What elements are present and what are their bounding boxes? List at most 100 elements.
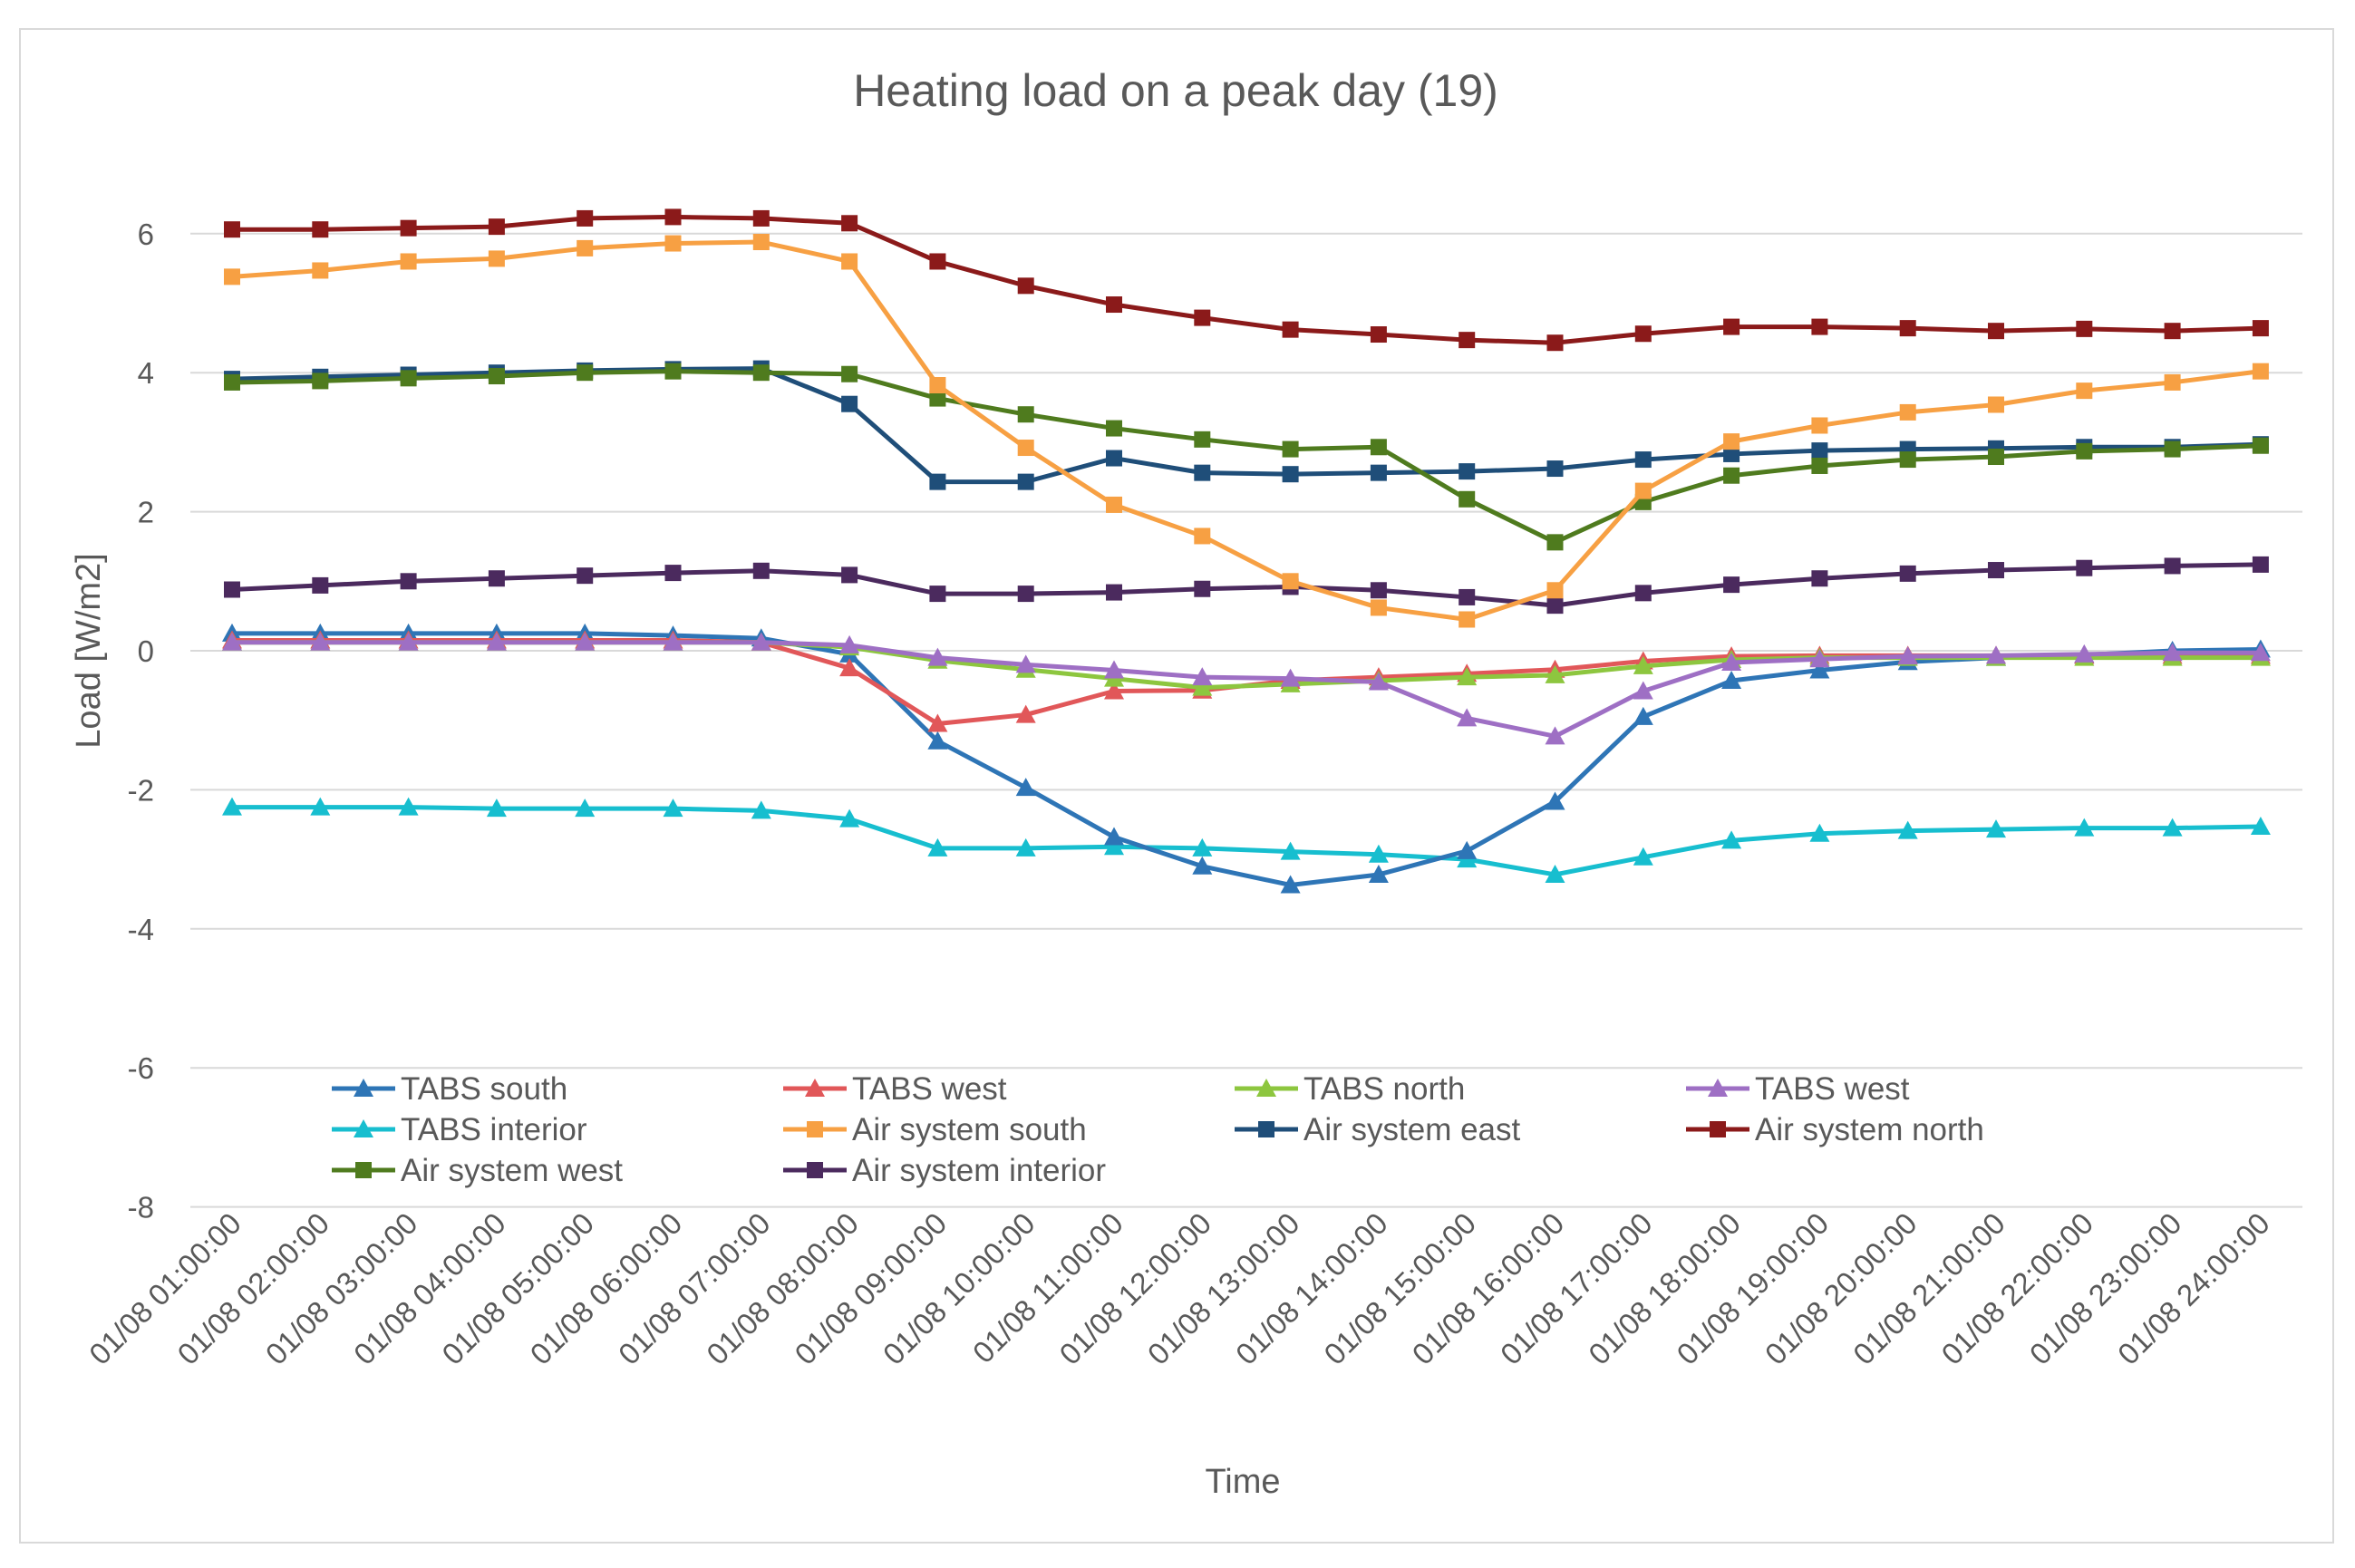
data-point [1370,326,1387,344]
data-point [577,209,594,227]
data-point [1459,490,1476,508]
data-point [1988,562,2004,579]
data-point [664,235,682,252]
data-point [1457,840,1478,859]
data-point [1546,534,1564,551]
data-point [663,799,683,818]
data-point [1370,439,1387,456]
data-point [1809,649,1830,668]
data-point [398,632,419,651]
data-point [1899,320,1916,337]
legend-label: TABS west [852,1071,1007,1107]
series-tabs-interior [222,797,2271,883]
x-tick-label: 01/08 13:00:00 [1141,1206,1306,1371]
data-point [1723,576,1740,594]
x-tick-label: 01/08 15:00:00 [1317,1206,1482,1371]
data-point [1545,791,1565,810]
x-tick-label: 01/08 05:00:00 [435,1206,600,1371]
data-point [1811,442,1828,460]
data-point [1017,586,1034,603]
series-line [231,239,2262,622]
legend-swatch-marker [354,1079,373,1097]
x-tick-label: 01/08 19:00:00 [1670,1206,1835,1371]
data-point [577,239,594,256]
data-point [2164,440,2181,458]
data-point [1546,460,1564,478]
legend-label: Air system north [1755,1112,1984,1147]
data-point [310,632,331,651]
x-tick-label: 01/08 20:00:00 [1759,1206,1924,1371]
data-point [1017,440,1034,457]
legend-label: TABS south [401,1071,567,1107]
data-point [1194,580,1211,597]
data-point [1545,864,1565,883]
series-line [232,214,2261,345]
data-point [2252,556,2269,573]
data-point [488,368,505,385]
series-air-system-east [224,360,2269,490]
data-point [2076,442,2093,460]
data-point [1194,528,1211,545]
legend-entry: Air system west [332,1153,623,1188]
data-point [1192,856,1213,875]
data-point [1370,582,1387,599]
data-point [839,658,860,677]
data-point [1811,457,1828,474]
x-tick-label: 01/08 14:00:00 [1229,1206,1394,1371]
series-line [231,562,2261,608]
data-point [312,373,329,390]
data-point [1723,433,1740,450]
series-line [231,369,2261,545]
series-line [231,366,2261,485]
data-point [1017,406,1034,423]
data-point [1899,451,1916,469]
series-line [232,631,2261,887]
series-tabs-west [222,632,2271,745]
data-point [1988,396,2004,413]
x-tick-label: 01/08 24:00:00 [2111,1206,2276,1371]
legend: TABS south TABS west TABS north TABS west TA… [332,1071,1984,1188]
y-tick-label: 0 [138,634,154,668]
data-point [2074,818,2095,837]
data-point [1723,467,1740,484]
data-point [929,390,946,407]
legend-swatch-marker [807,1162,823,1178]
data-point [398,797,419,816]
data-point [1633,681,1653,700]
x-tick-label: 01/08 16:00:00 [1406,1206,1571,1371]
data-point [1633,706,1653,725]
series-air-system-interior [224,556,2269,615]
y-axis-label: Load [W/m2] [70,553,108,748]
data-point [841,395,858,412]
data-point [310,797,331,816]
data-point [1192,667,1213,686]
x-tick-label: 01/08 18:00:00 [1582,1206,1747,1371]
data-point [1633,655,1653,674]
data-point [1721,653,1742,672]
data-point [1546,582,1564,599]
data-point [1194,431,1211,448]
data-point [2250,817,2271,836]
data-point [1459,611,1476,628]
data-point [1192,677,1213,696]
data-point [841,215,858,232]
data-point [1282,440,1299,458]
data-point [927,837,948,857]
data-point [488,570,505,587]
data-point [1104,837,1124,856]
data-point [1986,819,2006,838]
data-point [1811,318,1828,335]
data-point [927,713,948,732]
data-point [1282,466,1299,483]
data-point [1723,445,1740,462]
data-point [929,586,946,603]
data-point [2164,373,2181,391]
data-point [1634,585,1652,602]
series-lines [222,208,2271,894]
data-point [1809,823,1830,842]
chart-title: Heating load on a peak day (19) [853,65,1498,116]
data-point [1721,830,1742,849]
data-point [1723,318,1740,335]
data-point [1368,672,1389,691]
